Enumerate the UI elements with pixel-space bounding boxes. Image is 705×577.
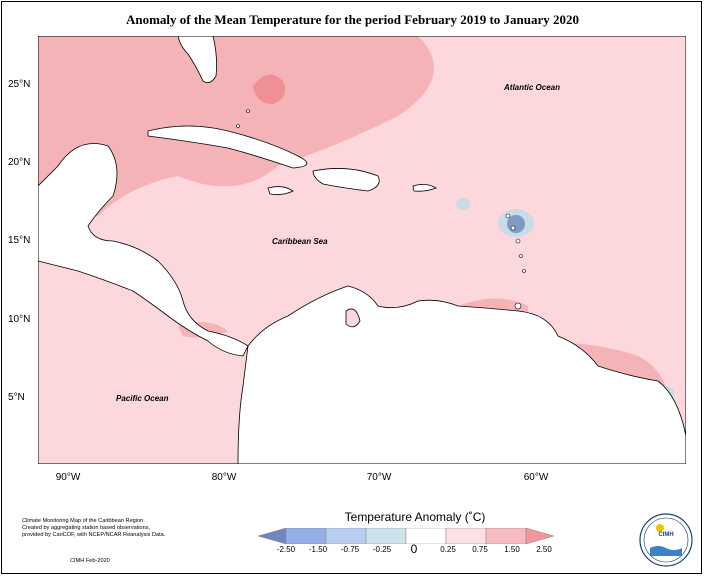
credit-line-3: provided by CariCOF, with NCEP/NCAR Rean… <box>22 532 166 538</box>
legend-tick-6: 0.75 <box>472 545 488 554</box>
island-7 <box>246 109 250 113</box>
cimh-logo-icon <box>639 513 693 567</box>
lon-label-60w: 60°W <box>523 472 549 483</box>
temperature-anomaly-map: Atlantic Ocean Caribbean Sea Pacific Oce… <box>38 36 686 464</box>
warm-band-north <box>38 36 434 221</box>
legend-swatch-6 <box>485 528 527 544</box>
island-5 <box>522 269 526 273</box>
lon-label-80w: 80°W <box>211 472 237 483</box>
island-trinidad <box>514 302 522 310</box>
credit-date: CIMH Feb-2020 <box>70 558 110 564</box>
map-credit: Climate Monitoring Map of the Caribbean … <box>22 518 202 539</box>
island-4 <box>519 254 523 258</box>
cuba-land <box>147 125 308 169</box>
cimh-logo-text: CIMH <box>658 532 674 538</box>
credit-line-2: Created by aggregating station based obs… <box>22 525 151 531</box>
land-masses <box>38 36 686 464</box>
central-america-land <box>38 143 249 357</box>
island-2 <box>510 225 516 231</box>
legend-tick-1: -1.50 <box>308 545 328 554</box>
legend-swatch-1 <box>285 528 327 544</box>
south-america-land <box>237 285 686 464</box>
legend-swatch-7 <box>525 528 554 544</box>
legend-title: Temperature Anomaly (˚C) <box>344 510 486 524</box>
map-title: Anomaly of the Mean Temperature for the … <box>125 12 580 27</box>
lat-label-10n: 10°N <box>8 314 31 325</box>
lat-label-25n: 25°N <box>8 79 31 90</box>
island-3 <box>515 238 521 244</box>
legend-tick-3: -0.25 <box>372 545 392 554</box>
legend-tick-4: 0 <box>410 542 418 556</box>
cold-spot-virgin-islands <box>456 198 470 210</box>
lon-label-90w: 90°W <box>55 472 81 483</box>
legend-tick-0: -2.50 <box>276 545 296 554</box>
legend-colorbar <box>258 528 554 544</box>
jamaica-land <box>267 186 294 195</box>
legend-tick-5: 0.25 <box>440 545 456 554</box>
island-6 <box>236 124 240 128</box>
legend-tick-7: 1.50 <box>504 545 520 554</box>
cold-spot-leeward <box>507 215 525 233</box>
legend-swatch-2 <box>325 528 367 544</box>
hispaniola-land <box>312 168 380 192</box>
island-1 <box>505 213 511 219</box>
puerto-rico-land <box>412 184 437 192</box>
warm-spot-bahamas <box>253 74 286 104</box>
small-islands <box>236 109 526 310</box>
legend-tick-2: -0.75 <box>340 545 360 554</box>
label-pacific-ocean: Pacific Ocean <box>116 394 169 403</box>
credit-line-1: Climate Monitoring Map of the Caribbean … <box>22 518 145 524</box>
legend-swatch-0 <box>258 528 287 544</box>
lake-maracaibo <box>345 308 361 328</box>
label-caribbean-sea: Caribbean Sea <box>272 237 328 246</box>
label-atlantic-ocean: Atlantic Ocean <box>503 83 560 92</box>
legend-tick-8: 2.50 <box>536 545 552 554</box>
lat-label-5n: 5°N <box>8 392 25 403</box>
lon-label-70w: 70°W <box>366 472 392 483</box>
florida-land <box>177 36 217 84</box>
legend-swatch-5 <box>445 528 487 544</box>
lat-label-15n: 15°N <box>8 235 31 246</box>
lat-label-20n: 20°N <box>8 157 31 168</box>
